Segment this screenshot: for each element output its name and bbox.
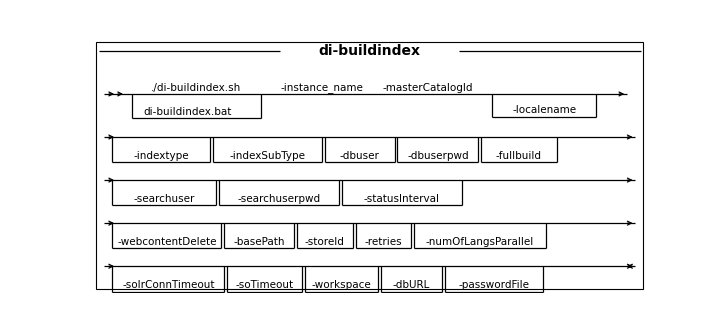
Text: -fullbuild: -fullbuild <box>496 151 542 161</box>
Text: ./di-buildindex.sh: ./di-buildindex.sh <box>151 83 242 93</box>
Text: -soTimeout: -soTimeout <box>236 280 293 290</box>
Text: -passwordFile: -passwordFile <box>459 280 529 290</box>
Text: -solrConnTimeout: -solrConnTimeout <box>122 280 215 290</box>
Text: -dbuser: -dbuser <box>340 151 380 161</box>
Text: -numOfLangsParallel: -numOfLangsParallel <box>425 237 534 247</box>
Text: -basePath: -basePath <box>234 237 285 247</box>
Text: -searchuserpwd: -searchuserpwd <box>237 194 320 204</box>
Text: -storeId: -storeId <box>305 237 345 247</box>
Text: -dbuserpwd: -dbuserpwd <box>407 151 469 161</box>
Text: -statusInterval: -statusInterval <box>363 194 440 204</box>
Text: -masterCatalogId: -masterCatalogId <box>383 83 474 93</box>
Text: -searchuser: -searchuser <box>133 194 195 204</box>
Text: -webcontentDelete: -webcontentDelete <box>118 237 217 247</box>
Text: -localename: -localename <box>512 106 576 115</box>
Text: -retries: -retries <box>365 237 402 247</box>
Text: di-buildindex.bat: di-buildindex.bat <box>143 107 232 117</box>
Text: -indexSubType: -indexSubType <box>229 151 306 161</box>
Text: -instance_name: -instance_name <box>280 82 363 93</box>
Text: -dbURL: -dbURL <box>393 280 430 290</box>
Text: -workspace: -workspace <box>311 280 371 290</box>
Text: -indextype: -indextype <box>133 151 189 161</box>
Text: di-buildindex: di-buildindex <box>319 44 420 58</box>
